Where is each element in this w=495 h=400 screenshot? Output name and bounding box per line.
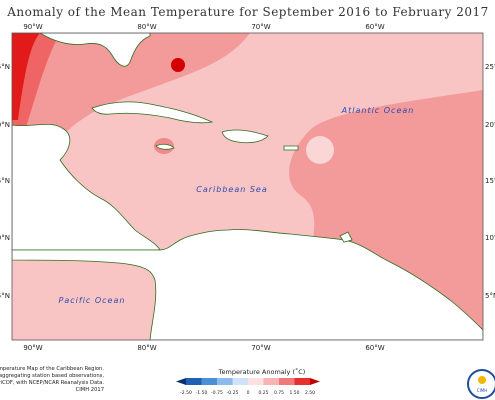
ocean-label: Caribbean Sea [196,185,268,194]
legend-end-right [310,378,320,385]
latitude-label-right: 10°N [485,234,495,242]
credit-line: Temperature Map of the Caribbean Region. [0,366,104,372]
legend-tick-label: 2.50 [305,390,315,396]
latitude-label-left: 5°N [0,292,10,300]
credit-line: Created by aggregating station based obs… [0,373,104,379]
longitude-label-top: 80°W [137,23,156,31]
legend-title: Temperature Anomaly (˚C) [218,368,306,376]
legend-tick-label: -0.25 [227,390,239,396]
logo-sun [478,376,486,384]
gulf-anomaly [12,33,250,170]
trinidad [339,231,353,243]
ocean-label: Pacific Ocean [59,296,126,305]
logo-ring [467,369,495,399]
legend-tick-label: -2.50 [180,390,192,396]
latitude-label-left: 20°N [0,121,10,129]
credit-line: provided by CariCOF, with NCEP/NCAR Rean… [0,380,104,386]
longitude-label-bottom: 90°W [23,344,42,352]
latitude-label-right: 20°N [485,121,495,129]
legend-swatch [217,378,233,385]
longitude-label-bottom: 80°W [137,344,156,352]
legend-end-left [176,378,186,385]
longitude-label-bottom: 60°W [365,344,384,352]
legend-swatch [294,378,310,385]
corner-anomaly [12,33,40,120]
logo: CIMH [467,369,495,399]
labels: 90°W 90°W 80°W 80°W 70°W 70°W 60°W 60°W 25°N 25°N… [0,23,495,393]
cuba [91,101,214,124]
legend-tick-label: 0.25 [258,390,268,396]
legend-swatch [232,378,248,385]
longitude-label-top: 90°W [23,23,42,31]
latitude-label-left: 25°N [0,63,10,71]
legend-tick-label: -0.75 [211,390,223,396]
legend-tick-label: 0 [247,390,250,396]
legend-swatch [263,378,279,385]
longitude-label-top: 60°W [365,23,384,31]
south-america [12,229,483,340]
latitude-label-right: 5°N [485,292,495,300]
map-title: Anomaly of the Mean Temperature for Sept… [6,5,489,19]
bahamas-anomaly [171,58,185,72]
island-anomaly [306,136,334,164]
legend-tick-label: 1.50 [289,390,299,396]
latitude-label-left: 15°N [0,177,10,185]
legend-swatch [201,378,217,385]
logo-label: CIMH [477,388,487,393]
map-frame [11,32,484,341]
credit-line: CIMH 2017 [76,387,104,393]
jamaica [155,143,175,150]
longitude-label-bottom: 70°W [251,344,270,352]
puerto-rico [283,145,299,151]
hispaniola [221,129,269,144]
longitude-label-top: 70°W [251,23,270,31]
central-america [12,123,161,251]
latitude-label-left: 10°N [0,234,10,242]
legend: Temperature Anomaly (˚C) -2.50 -1.50 -0.75-… [176,368,320,396]
legend-swatch [186,378,202,385]
legend-swatch [279,378,295,385]
legend-swatch [248,378,264,385]
ocean-label: Atlantic Ocean [341,106,415,115]
legend-tick-label: -1.50 [196,390,208,396]
legend-tick-label: 0.75 [274,390,284,396]
land [12,33,483,340]
latitude-label-right: 15°N [485,177,495,185]
united-states [39,33,151,67]
latitude-label-right: 25°N [485,63,495,71]
